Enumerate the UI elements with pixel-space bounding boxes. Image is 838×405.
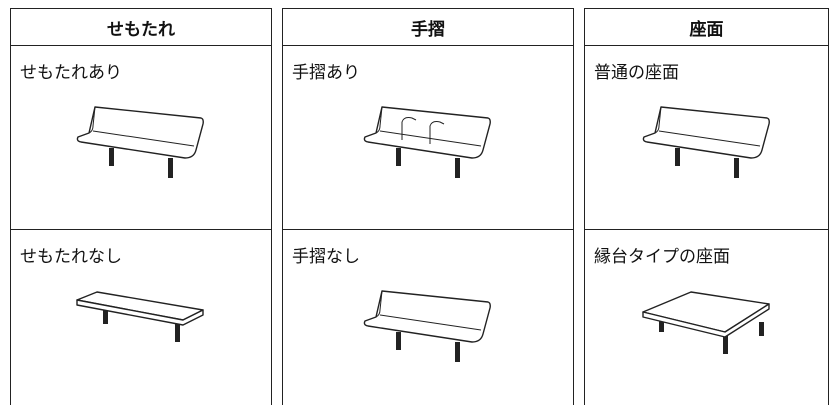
cell-label: 手摺あり	[292, 63, 360, 83]
platform-bench	[641, 291, 770, 354]
table-cell: せもたれあり	[11, 46, 271, 230]
table-header: せもたれ	[11, 9, 271, 46]
table-cell: 縁台タイプの座面	[585, 230, 828, 405]
table: 手摺 手摺あり 手摺なし	[282, 8, 574, 405]
table-cell: 普通の座面	[585, 46, 828, 230]
table-cell: せもたれなし	[11, 230, 271, 405]
normal-seat-bench	[642, 106, 770, 178]
bench-with-armrests	[363, 106, 491, 178]
bench-with-backrest	[76, 106, 204, 178]
table-header: 座面	[585, 9, 828, 46]
bench-without-armrests	[363, 290, 491, 362]
bench-without-backrest	[76, 291, 204, 342]
table-cell: 手摺あり	[283, 46, 573, 230]
table: せもたれ せもたれあり せもたれなし	[10, 8, 272, 405]
cell-label: 普通の座面	[594, 63, 679, 83]
table-header: 手摺	[283, 9, 573, 46]
table-cell: 手摺なし	[283, 230, 573, 405]
cell-label: せもたれなし	[20, 247, 122, 267]
cell-label: 縁台タイプの座面	[594, 247, 730, 267]
cell-label: せもたれあり	[20, 63, 122, 83]
table: 座面 普通の座面 縁台タイプの座面	[584, 8, 829, 405]
cell-label: 手摺なし	[292, 247, 360, 267]
